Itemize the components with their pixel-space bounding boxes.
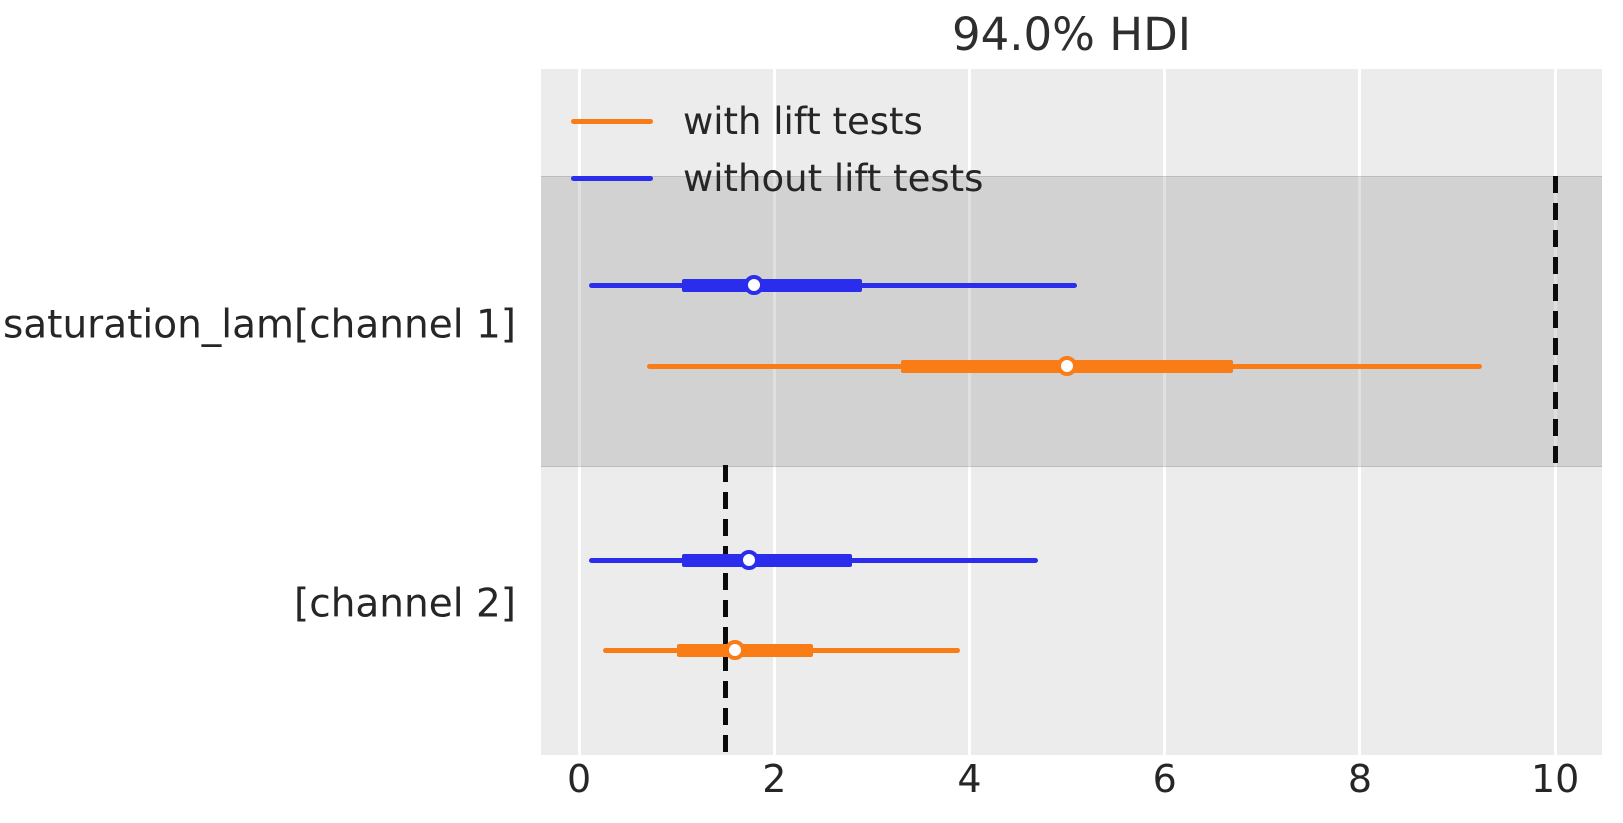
plot-area: with lift tests without lift tests [541,69,1602,755]
x-gridline-0 [577,69,581,755]
median-marker-channel-2-with-lift-tests [724,639,745,660]
median-marker-channel-1-with-lift-tests [1056,356,1077,377]
quartile-bar-channel-2-with-lift-tests [676,643,814,657]
x-tick-label-10: 10 [1530,757,1580,801]
legend-item-with-lift-tests: with lift tests [571,93,983,150]
reference-line-channel-1 [1552,176,1558,465]
x-gridline-8 [1358,69,1362,755]
legend: with lift tests without lift tests [571,93,983,207]
y-label-channel-2: [channel 2] [294,582,516,628]
y-label-channel-1: saturation_lam[channel 1] [2,302,516,348]
highlight-band-channel-1 [541,176,1602,467]
x-gridline-2 [772,69,776,755]
x-tick-label-8: 8 [1347,757,1373,801]
quartile-bar-channel-2-without-lift-tests [681,554,853,568]
x-tick-label-6: 6 [1152,757,1177,801]
x-gridline-6 [1163,69,1167,755]
plot-title: 94.0% HDI [951,8,1192,61]
x-tick-label-0: 0 [566,757,592,801]
reference-line-channel-2 [722,464,728,755]
legend-line-swatch-with-lift-tests [571,119,653,124]
x-tick-label-2: 2 [762,757,787,801]
x-tick-label-4: 4 [957,757,982,801]
legend-line-swatch-without-lift-tests [571,176,653,181]
x-gridline-4 [967,69,971,755]
median-marker-channel-1-without-lift-tests [744,274,765,295]
median-marker-channel-2-without-lift-tests [739,550,760,571]
quartile-bar-channel-1-without-lift-tests [681,278,863,292]
legend-label-with-lift-tests: with lift tests [683,100,923,143]
legend-item-without-lift-tests: without lift tests [571,150,983,207]
legend-label-without-lift-tests: without lift tests [683,157,984,200]
